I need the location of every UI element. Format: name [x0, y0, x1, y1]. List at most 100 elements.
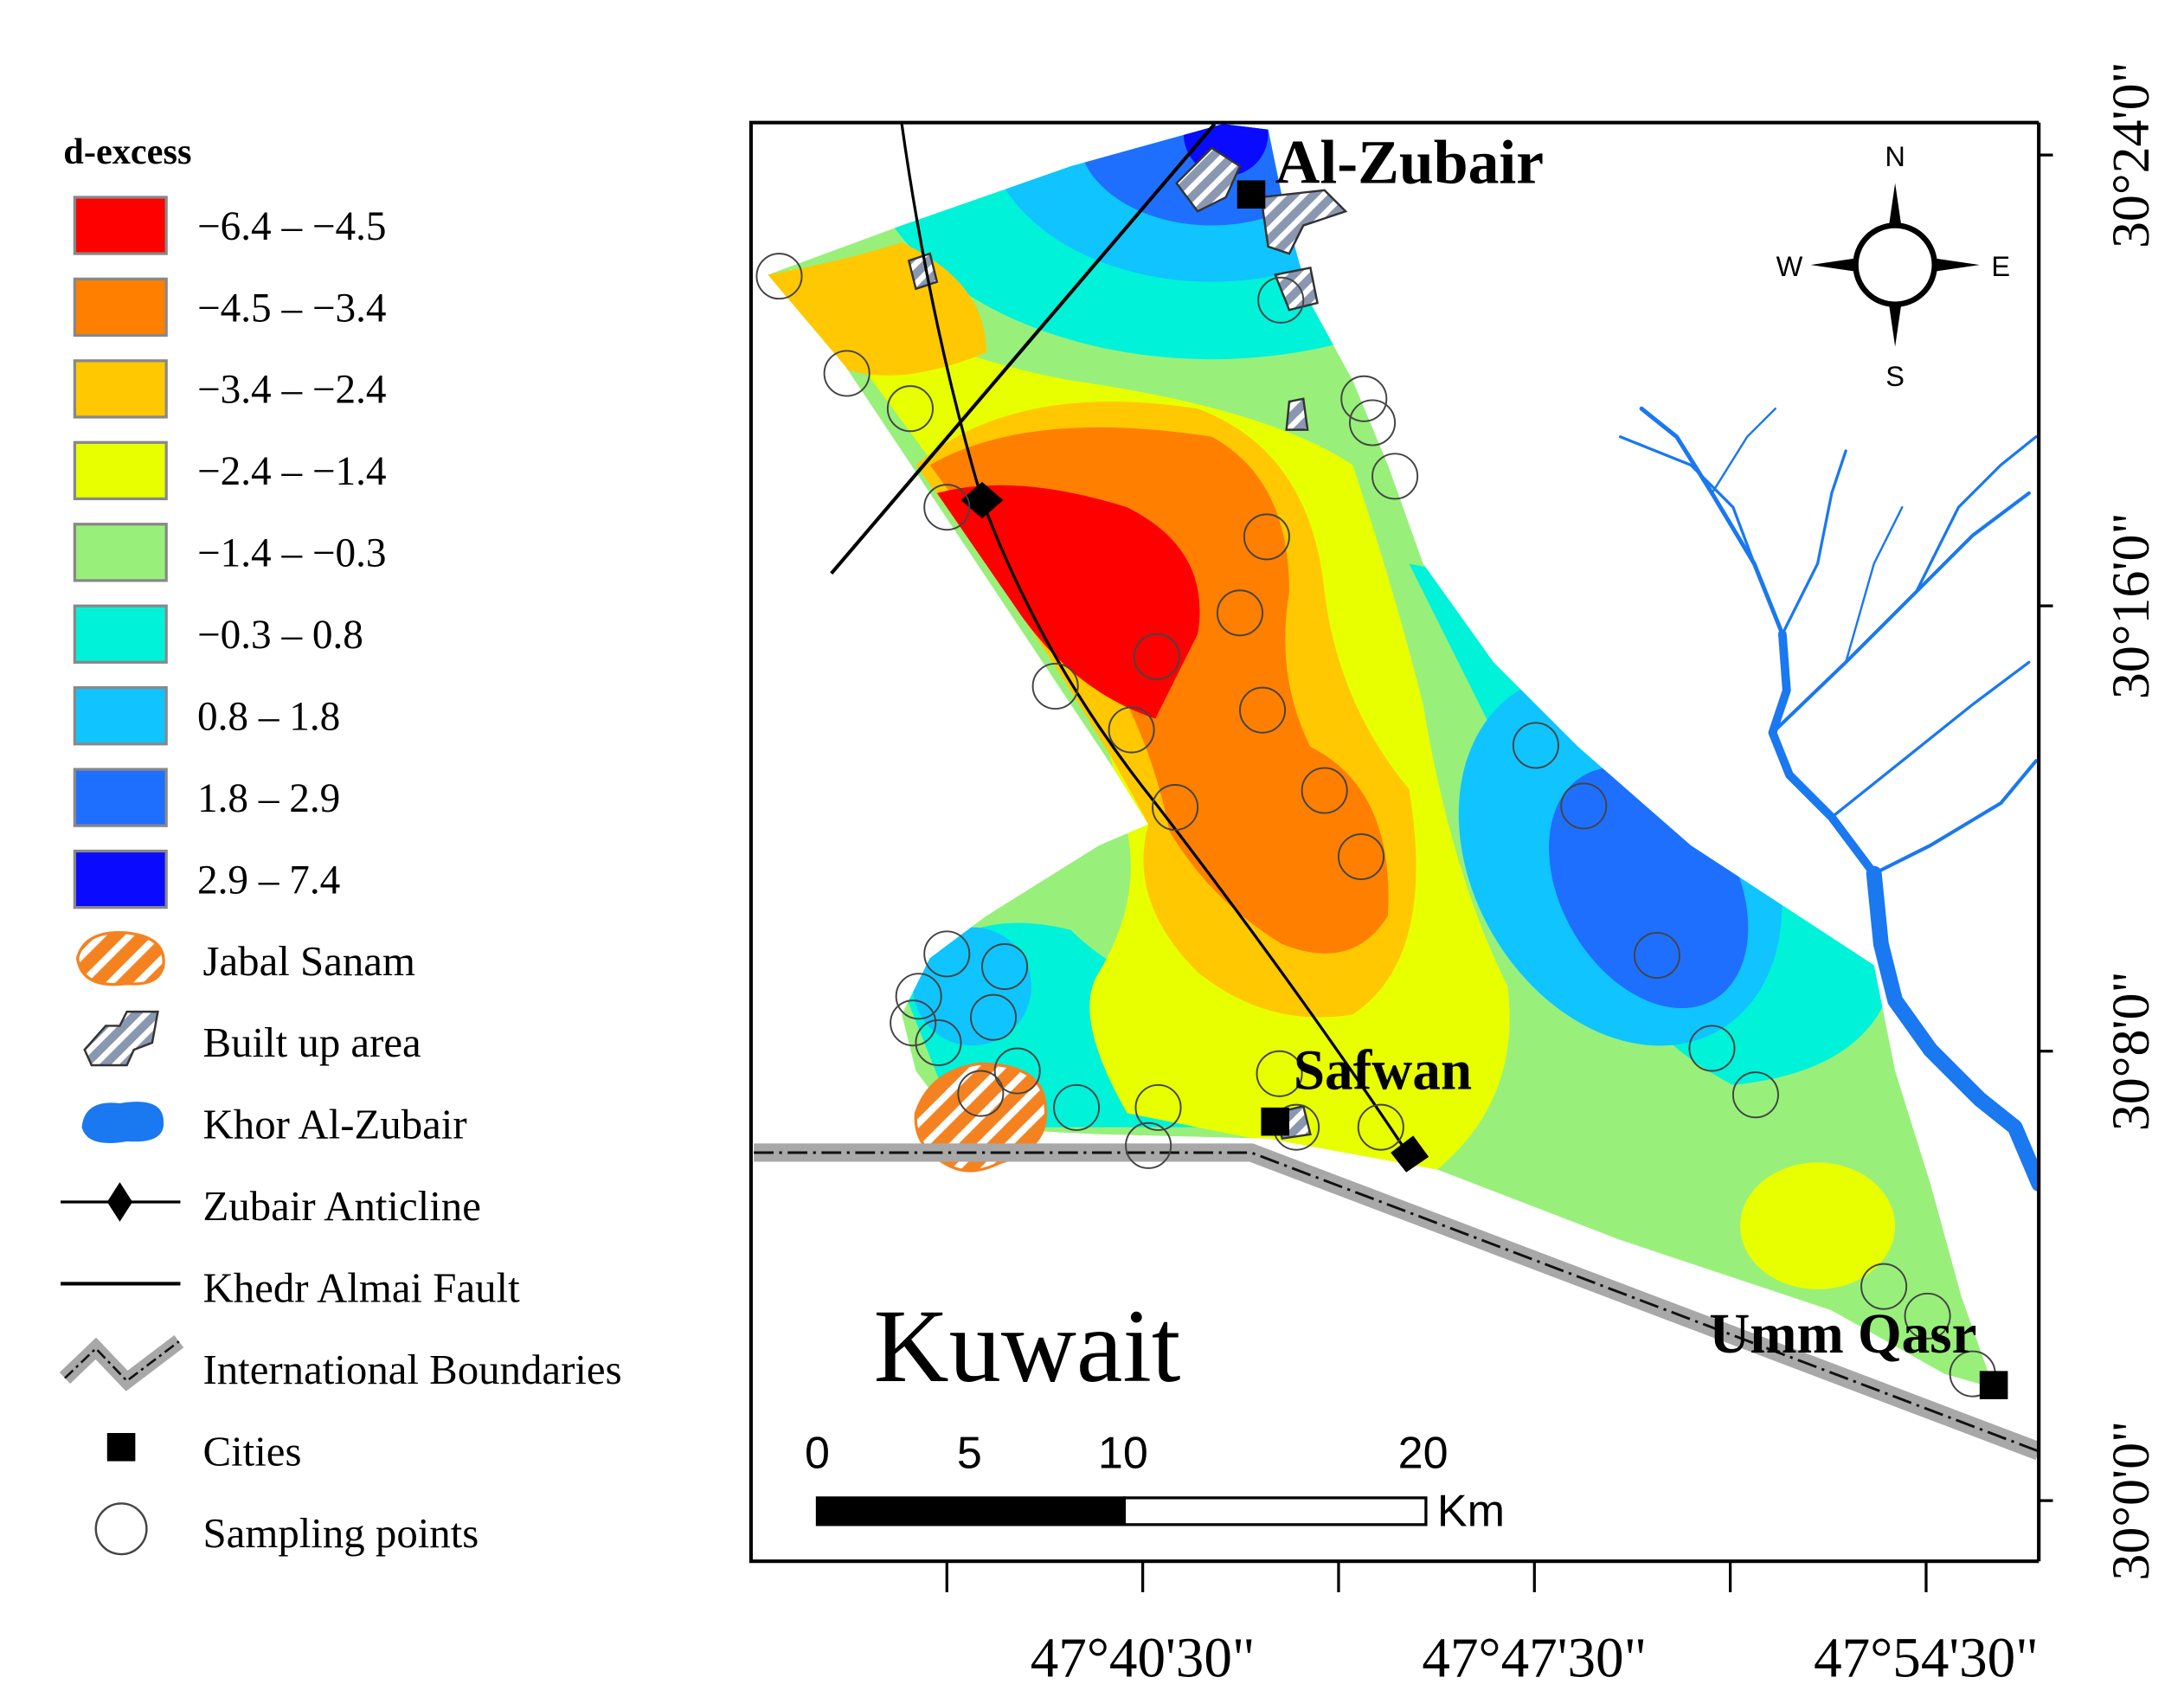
legend-label: −3.4 – −2.4	[197, 368, 387, 413]
legend-swatch	[73, 196, 168, 255]
scale-segment	[1122, 1496, 1428, 1526]
cities	[1237, 180, 2008, 1399]
sampling-point	[1152, 784, 1199, 832]
place-label: Safwan	[1294, 1040, 1472, 1102]
zone	[1740, 1162, 1896, 1289]
sampling-point	[1031, 662, 1079, 710]
sampling-point	[1133, 633, 1180, 680]
legend-label: Khedr Almai Fault	[203, 1264, 521, 1312]
sampling-point	[890, 999, 937, 1047]
scale-bar: Km 0 5 10 20	[805, 1429, 1505, 1537]
legend-swatch	[73, 768, 168, 827]
legend-label: Sampling points	[203, 1509, 479, 1557]
legend: d-excess −6.4 – −4.5 −4.5 – −3.4 −3.4 – −2…	[59, 132, 622, 1557]
place-label: Al-Zubair	[1275, 129, 1544, 197]
khedr-almai-fault	[830, 122, 1217, 575]
frame-mask	[2039, 0, 2184, 1703]
sampling-point	[1243, 513, 1290, 561]
city	[1979, 1371, 2008, 1399]
sampling-point	[895, 973, 942, 1020]
sampling-point	[1125, 1121, 1172, 1169]
sampling-point	[1357, 1103, 1404, 1151]
legend-symbol	[83, 1010, 159, 1067]
sampling-point	[1340, 375, 1388, 422]
built-up	[1175, 146, 1242, 213]
city	[1261, 1107, 1289, 1136]
river	[1830, 660, 2031, 819]
sampling-point	[1860, 1263, 1908, 1310]
river	[1914, 435, 2038, 594]
scale-label: 10	[1098, 1429, 1148, 1479]
river	[1872, 759, 2039, 876]
river	[1781, 449, 1847, 636]
legend-swatch	[73, 849, 168, 909]
frame-ticks	[945, 153, 2053, 1593]
sampling-point	[823, 350, 870, 397]
legend-label: 0.8 – 1.8	[197, 694, 340, 739]
sampling-point	[1349, 399, 1397, 447]
legend-symbol	[81, 1102, 164, 1143]
river	[1618, 435, 1756, 565]
place-label: Umm Qasr	[1709, 1303, 1976, 1366]
scale-unit: Km	[1437, 1486, 1505, 1536]
compass: N S W E	[1776, 141, 2010, 392]
river	[1711, 407, 1776, 495]
legend-swatch	[73, 604, 168, 664]
latitude-label: 30°16'0"	[2102, 512, 2161, 699]
scale-label: 0	[805, 1429, 830, 1479]
sampling-point	[1560, 782, 1608, 830]
scale-label: 5	[957, 1429, 982, 1479]
sampling-point	[1512, 722, 1559, 769]
sampling-point	[755, 253, 803, 300]
sampling-point	[957, 1070, 1005, 1117]
zone	[913, 927, 1031, 1046]
legend-label: Built up area	[203, 1019, 421, 1066]
sampling-point	[1257, 276, 1305, 324]
sampling-point	[923, 484, 971, 531]
boundary-line	[754, 1151, 2039, 1453]
longitude-label: 47°40'30"	[1031, 1628, 1256, 1690]
sampling-point	[981, 943, 1029, 991]
sampling-point	[1301, 767, 1348, 814]
compass-label: E	[1991, 251, 2010, 282]
legend-label: −4.5 – −3.4	[197, 286, 387, 331]
legend-symbol	[94, 1502, 148, 1556]
river	[1768, 629, 1879, 878]
legend-label: −2.4 – −1.4	[197, 449, 387, 494]
legend-label: Khor Al-Zubair	[203, 1101, 467, 1148]
scale-label: 20	[1398, 1429, 1449, 1479]
sampling-point	[1134, 1083, 1182, 1131]
sampling-point	[1688, 1025, 1736, 1072]
sampling-points	[755, 253, 1996, 1398]
legend-label: −6.4 – −4.5	[197, 204, 387, 249]
sampling-point	[1238, 686, 1287, 734]
river	[1866, 865, 2047, 1192]
latitude-label: 30°24'0"	[2102, 61, 2161, 248]
legend-swatch	[73, 685, 168, 746]
anticline-marker	[1391, 1135, 1429, 1173]
legend-symbol	[106, 1182, 133, 1222]
anticline-marker	[960, 481, 1004, 519]
international-boundary	[754, 1143, 2042, 1461]
legend-label: 1.8 – 2.9	[197, 776, 340, 821]
sampling-point	[1216, 589, 1264, 637]
legend-label: −1.4 – −0.3	[197, 531, 387, 576]
compass-label: S	[1885, 361, 1905, 392]
legend-label: 2.9 – 7.4	[197, 858, 340, 903]
sampling-point	[1108, 706, 1155, 754]
legend-label: −0.3 – 0.8	[197, 613, 363, 658]
sampling-point	[886, 385, 934, 433]
river	[1844, 505, 1904, 664]
compass-label: W	[1776, 251, 1803, 282]
sampling-point	[1337, 832, 1385, 881]
legend-swatch	[73, 440, 168, 501]
latitude-label: 30°8'0"	[2102, 971, 2161, 1131]
compass-ring	[1853, 222, 1937, 307]
legend-label: Zubair Anticline	[203, 1182, 481, 1230]
legend-swatch	[73, 359, 168, 419]
sampling-point	[1904, 1292, 1951, 1340]
city	[1237, 180, 1266, 209]
sampling-point	[1371, 453, 1419, 500]
